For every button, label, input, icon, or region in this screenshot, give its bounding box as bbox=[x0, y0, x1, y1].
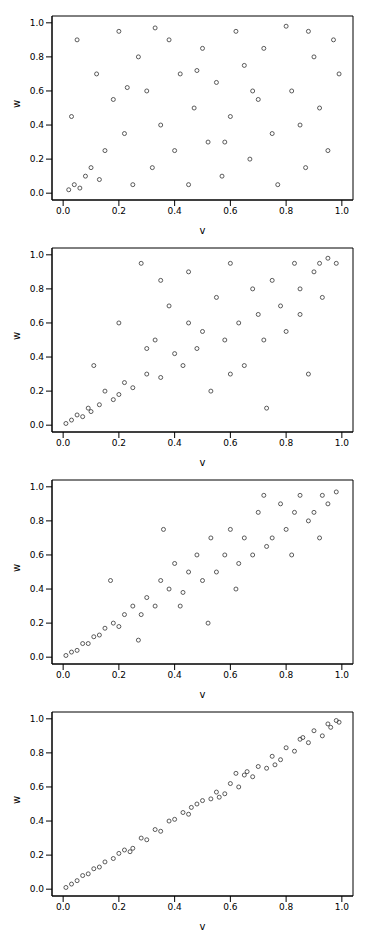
svg-text:0.0: 0.0 bbox=[30, 652, 45, 662]
svg-text:0.2: 0.2 bbox=[30, 618, 44, 628]
svg-text:0.6: 0.6 bbox=[30, 86, 45, 96]
svg-text:0.8: 0.8 bbox=[30, 516, 45, 526]
svg-text:0.4: 0.4 bbox=[30, 584, 45, 594]
svg-text:0.0: 0.0 bbox=[30, 420, 45, 430]
svg-text:v: v bbox=[200, 689, 206, 700]
svg-text:0.4: 0.4 bbox=[167, 902, 182, 912]
svg-text:1.0: 1.0 bbox=[335, 438, 350, 448]
svg-text:1.0: 1.0 bbox=[335, 670, 350, 680]
svg-text:0.4: 0.4 bbox=[167, 206, 182, 216]
svg-text:0.4: 0.4 bbox=[167, 670, 182, 680]
svg-text:0.6: 0.6 bbox=[223, 206, 238, 216]
svg-text:w: w bbox=[11, 564, 22, 572]
svg-text:1.0: 1.0 bbox=[30, 250, 45, 260]
svg-text:0.4: 0.4 bbox=[30, 120, 45, 130]
svg-text:0.2: 0.2 bbox=[112, 438, 126, 448]
svg-text:0.6: 0.6 bbox=[30, 318, 45, 328]
svg-text:0.0: 0.0 bbox=[56, 206, 71, 216]
svg-text:w: w bbox=[11, 796, 22, 804]
svg-text:v: v bbox=[200, 921, 206, 932]
svg-text:0.4: 0.4 bbox=[30, 816, 45, 826]
svg-text:0.0: 0.0 bbox=[56, 902, 71, 912]
svg-text:1.0: 1.0 bbox=[335, 902, 350, 912]
svg-text:v: v bbox=[200, 225, 206, 236]
svg-text:0.6: 0.6 bbox=[30, 782, 45, 792]
svg-text:0.2: 0.2 bbox=[30, 154, 44, 164]
svg-text:0.6: 0.6 bbox=[30, 550, 45, 560]
svg-text:0.8: 0.8 bbox=[30, 284, 45, 294]
svg-text:w: w bbox=[11, 100, 22, 108]
svg-text:0.2: 0.2 bbox=[30, 850, 44, 860]
svg-text:0.8: 0.8 bbox=[279, 438, 294, 448]
svg-text:0.2: 0.2 bbox=[112, 206, 126, 216]
svg-text:0.8: 0.8 bbox=[279, 206, 294, 216]
svg-text:0.2: 0.2 bbox=[112, 670, 126, 680]
svg-text:0.2: 0.2 bbox=[112, 902, 126, 912]
svg-text:1.0: 1.0 bbox=[30, 482, 45, 492]
svg-text:0.8: 0.8 bbox=[279, 902, 294, 912]
svg-text:0.8: 0.8 bbox=[30, 52, 45, 62]
svg-text:0.4: 0.4 bbox=[30, 352, 45, 362]
svg-text:0.6: 0.6 bbox=[223, 670, 238, 680]
svg-text:0.6: 0.6 bbox=[223, 438, 238, 448]
svg-text:0.8: 0.8 bbox=[30, 748, 45, 758]
svg-text:0.2: 0.2 bbox=[30, 386, 44, 396]
svg-text:0.0: 0.0 bbox=[56, 438, 71, 448]
svg-text:v: v bbox=[200, 457, 206, 468]
svg-text:0.0: 0.0 bbox=[56, 670, 71, 680]
svg-text:0.0: 0.0 bbox=[30, 188, 45, 198]
svg-text:w: w bbox=[11, 332, 22, 340]
svg-text:0.8: 0.8 bbox=[279, 670, 294, 680]
svg-text:0.0: 0.0 bbox=[30, 884, 45, 894]
svg-text:1.0: 1.0 bbox=[30, 18, 45, 28]
svg-text:1.0: 1.0 bbox=[335, 206, 350, 216]
svg-text:0.6: 0.6 bbox=[223, 902, 238, 912]
svg-text:0.4: 0.4 bbox=[167, 438, 182, 448]
svg-text:1.0: 1.0 bbox=[30, 714, 45, 724]
